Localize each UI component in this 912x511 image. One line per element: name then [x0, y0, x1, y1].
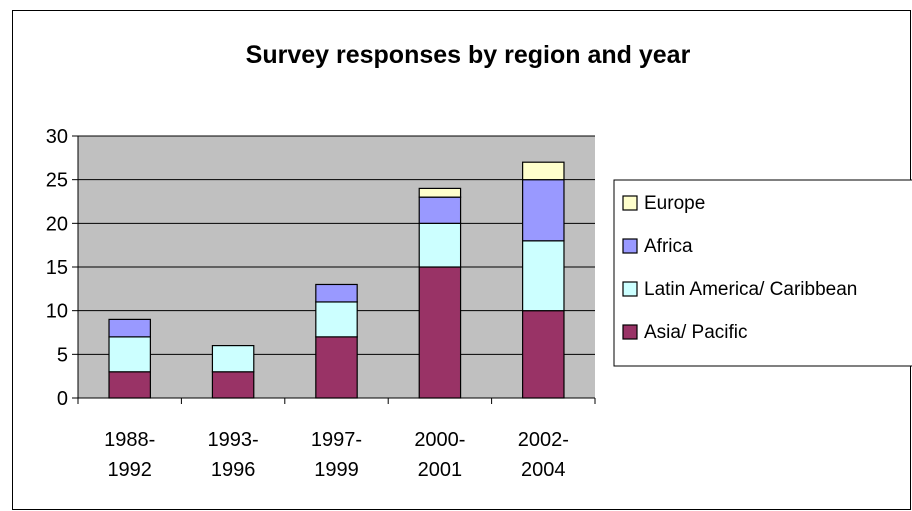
legend: Europe Africa Latin America/ Caribbean Asia…: [613, 179, 912, 367]
bar-segment: [418, 222, 462, 268]
bar-segment: [418, 266, 462, 399]
y-tick-label: 20: [46, 213, 68, 235]
legend-label: Asia/ Pacific: [644, 322, 747, 343]
bar-segment: [315, 283, 358, 303]
bar-segment: [108, 336, 151, 373]
y-tick-label: 5: [57, 344, 68, 366]
bar-segment: [211, 345, 255, 373]
bar-segment: [522, 310, 565, 399]
legend-label: Europe: [644, 193, 705, 214]
plot-area: 0 5 10 15 20 25 30 1988- 1992 1993- 1996 1997- 1999 2…: [46, 126, 596, 481]
x-tick-label: 1988-: [104, 429, 155, 451]
x-tick-label: 1999: [314, 459, 359, 481]
legend-label: Latin America/ Caribbean: [644, 279, 857, 300]
bar-segment: [522, 179, 565, 242]
x-tick-label: 2000-: [414, 429, 465, 451]
x-tick-label: 1993-: [208, 429, 259, 451]
x-tick-label: 1996: [211, 459, 256, 481]
y-tick-label: 10: [46, 301, 68, 323]
x-tick-label: 2004: [521, 459, 566, 481]
legend-swatch: [622, 238, 638, 254]
bar-segment: [315, 336, 358, 399]
legend-label: Africa: [644, 236, 693, 257]
x-tick-label: 1992: [107, 459, 152, 481]
x-tick-label: 2001: [418, 459, 463, 481]
bar-segment: [108, 371, 151, 399]
bar-segment: [522, 161, 565, 181]
y-tick-label: 30: [46, 126, 68, 148]
y-tick-label: 0: [57, 388, 68, 410]
bar-segment: [211, 371, 255, 399]
x-tick-label: 2002-: [518, 429, 569, 451]
chart-title: Survey responses by region and year: [246, 41, 691, 69]
bar-segment: [418, 187, 462, 198]
legend-box: [613, 179, 912, 367]
legend-swatch: [622, 195, 638, 211]
bar-segment: [315, 301, 358, 338]
bar-segment: [418, 196, 462, 224]
legend-swatch: [622, 324, 638, 340]
bar-segment: [522, 240, 565, 312]
y-tick-label: 15: [46, 257, 68, 279]
legend-swatch: [622, 281, 638, 297]
x-tick-label: 1997-: [311, 429, 362, 451]
y-tick-label: 25: [46, 170, 68, 192]
bar-segment: [108, 318, 151, 338]
